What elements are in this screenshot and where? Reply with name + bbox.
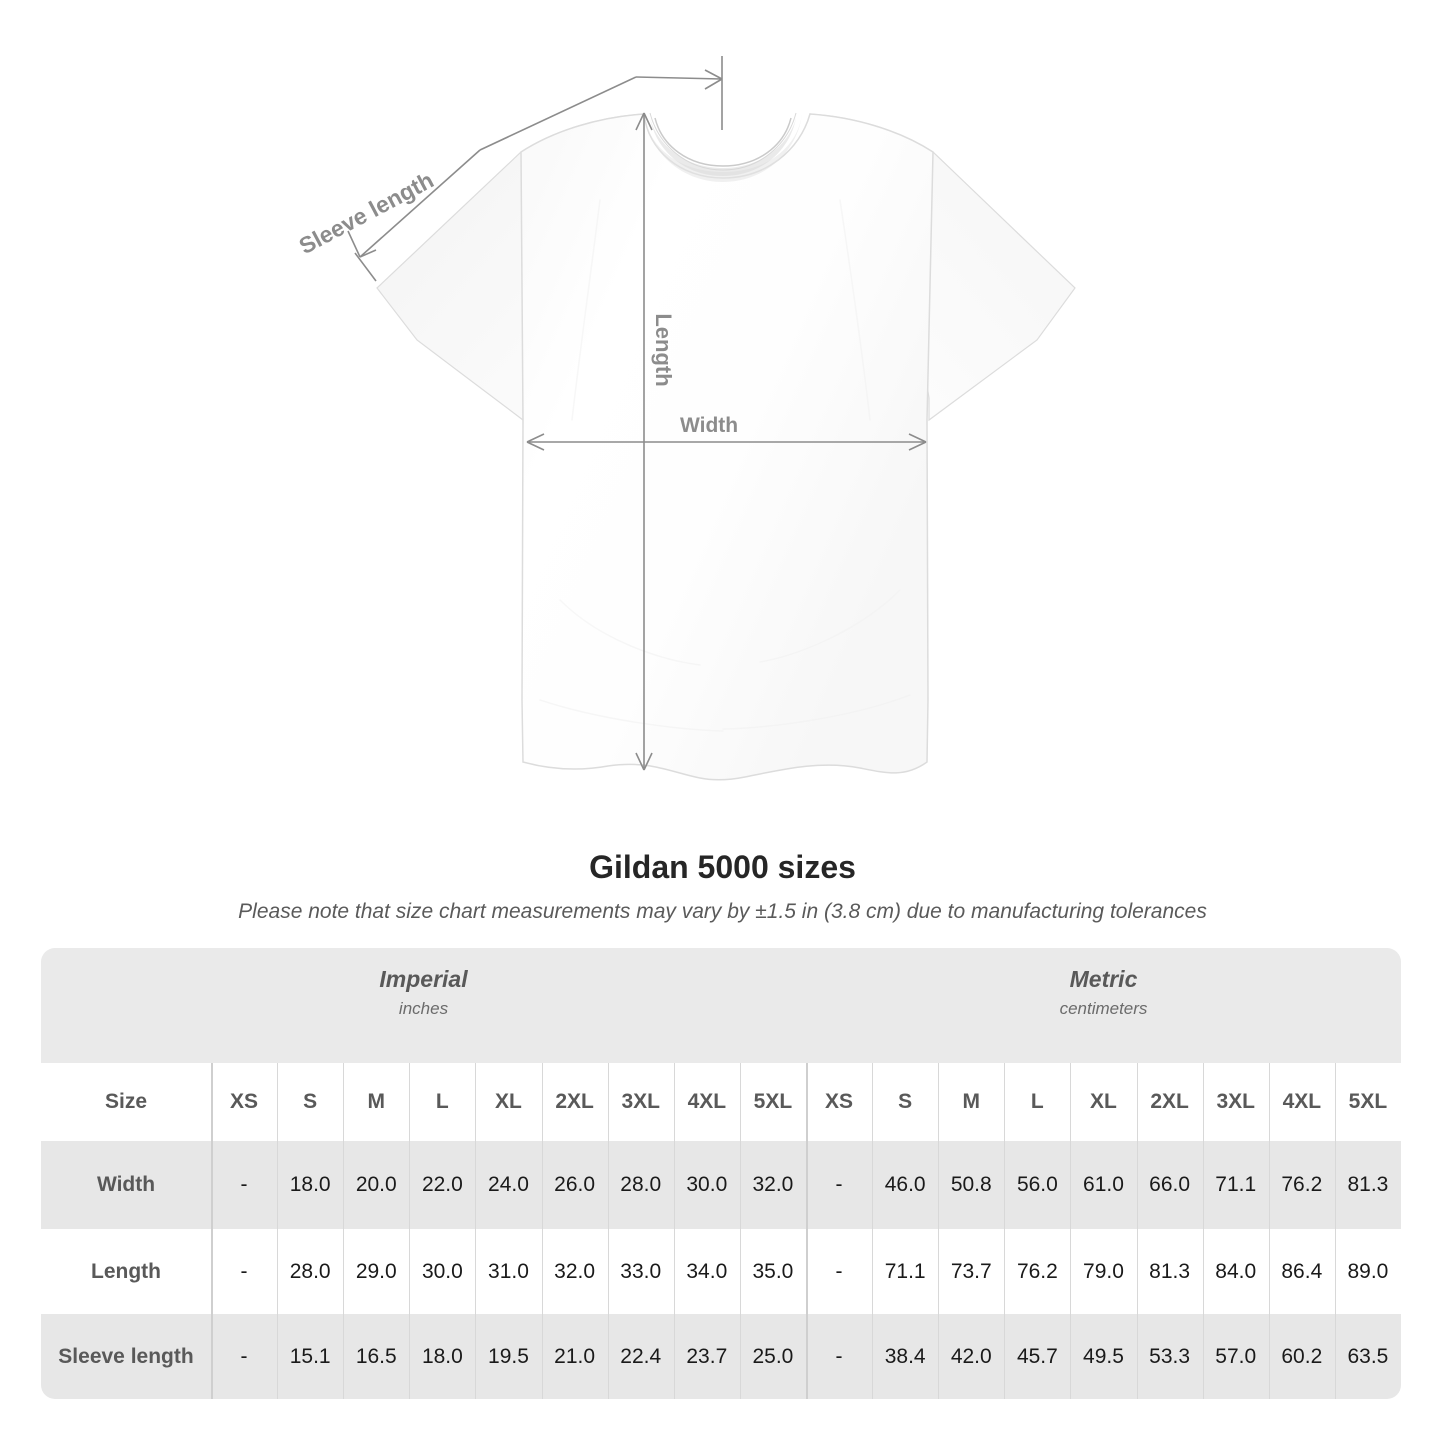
svg-text:Width: Width xyxy=(680,414,738,437)
svg-text:Sleeve length: Sleeve length xyxy=(295,167,438,260)
svg-text:Length: Length xyxy=(651,313,676,386)
